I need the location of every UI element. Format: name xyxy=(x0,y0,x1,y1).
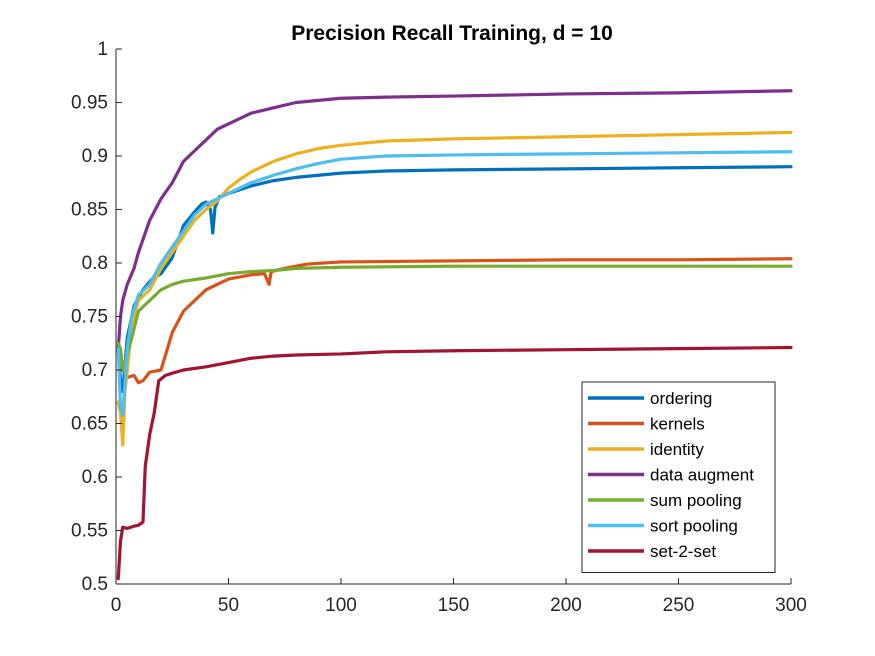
y-tick-label: 0.55 xyxy=(71,521,108,542)
y-tick-label: 0.6 xyxy=(82,467,108,488)
legend-label: set-2-set xyxy=(650,542,716,561)
x-tick-label: 300 xyxy=(775,595,807,616)
series-line-kernels xyxy=(116,257,793,385)
y-tick-label: 0.95 xyxy=(71,93,108,114)
y-tick-label: 0.7 xyxy=(82,360,108,381)
y-tick-label: 0.85 xyxy=(71,200,108,221)
y-tick-label: 0.65 xyxy=(71,414,108,435)
legend-label: kernels xyxy=(650,415,705,434)
x-tick-label: 150 xyxy=(438,595,470,616)
y-tick-label: 1 xyxy=(97,39,108,60)
y-tick-label: 0.9 xyxy=(82,146,108,167)
x-tick-label: 50 xyxy=(218,595,239,616)
y-tick-label: 0.75 xyxy=(71,307,108,328)
legend-label: sort pooling xyxy=(650,517,738,536)
x-tick-label: 250 xyxy=(663,595,695,616)
legend-label: data augment xyxy=(650,466,754,485)
x-tick-label: 200 xyxy=(550,595,582,616)
legend-box xyxy=(581,381,776,573)
y-tick-label: 0.8 xyxy=(82,253,108,274)
legend: ordering kernels identity data augment sum p… xyxy=(581,381,776,573)
series-line-data-augment xyxy=(116,89,793,351)
series-line-sort-pooling xyxy=(116,150,793,417)
legend-label: identity xyxy=(650,440,704,459)
legend-label: sum pooling xyxy=(650,491,742,510)
plot-lines xyxy=(116,89,793,581)
legend-label: ordering xyxy=(650,389,712,408)
series-line-set-2-set xyxy=(116,345,793,581)
y-tick-label: 0.5 xyxy=(82,574,108,595)
axes: 0.5 0.55 0.6 0.65 0.7 0.75 0.8 0.85 0.9 0.95 1 0 50 1… xyxy=(71,39,807,616)
x-tick-label: 0 xyxy=(111,595,122,616)
x-tick-label: 100 xyxy=(325,595,357,616)
chart-title: Precision Recall Training, d = 10 xyxy=(291,22,613,45)
